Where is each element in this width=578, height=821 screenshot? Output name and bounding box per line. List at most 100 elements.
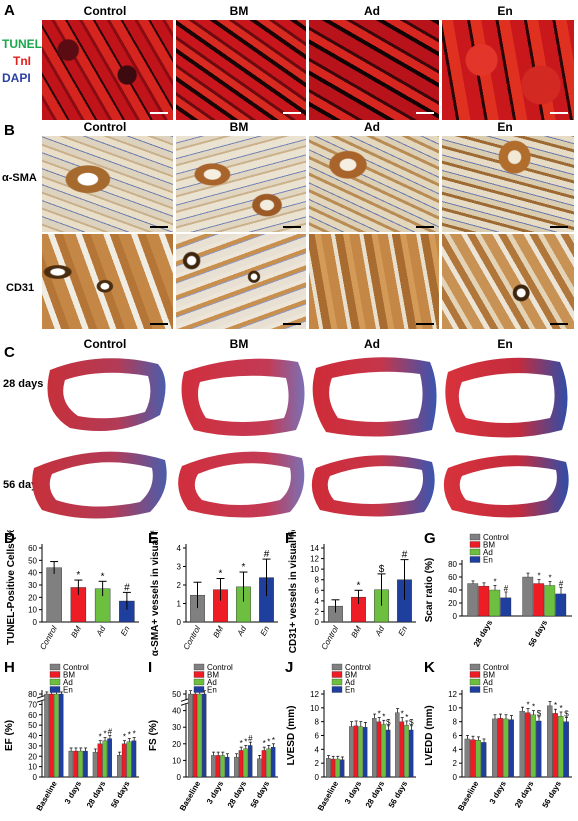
x-tick-label: 28 days bbox=[472, 618, 495, 648]
bar-en bbox=[408, 729, 414, 778]
bar-ad bbox=[197, 693, 202, 778]
legend-dapi: DAPI bbox=[2, 71, 31, 85]
bar-ad bbox=[381, 724, 386, 778]
x-tick-label: BM bbox=[211, 624, 225, 639]
significance-marker: * bbox=[240, 739, 243, 748]
bar-control bbox=[92, 751, 98, 778]
x-tick-label: 3 days bbox=[63, 779, 84, 806]
y-tick-label: 10 bbox=[172, 756, 181, 765]
row-label-sma: α-SMA bbox=[2, 172, 37, 184]
col-title-bm: BM bbox=[229, 4, 249, 18]
legend-label-control: Control bbox=[207, 663, 233, 672]
legend-swatch-bm bbox=[193, 671, 205, 678]
panel-letter-e: E bbox=[148, 530, 159, 547]
x-tick-label: En bbox=[259, 624, 272, 637]
bar-ad bbox=[404, 724, 409, 778]
legend-label-bm: BM bbox=[207, 671, 219, 680]
y-axis-label: LVEDD (mm) bbox=[424, 705, 435, 765]
significance-marker: * bbox=[219, 569, 223, 580]
trichrome-ad-56 bbox=[311, 455, 435, 517]
significance-marker: * bbox=[378, 710, 381, 719]
trichrome-control-56 bbox=[32, 451, 167, 519]
legend-swatch-control bbox=[331, 663, 343, 671]
y-tick-label: 2 bbox=[315, 607, 320, 616]
bar-en bbox=[481, 742, 487, 778]
c-col-title-ad: Ad bbox=[364, 337, 380, 351]
significance-marker: * bbox=[554, 701, 557, 710]
y-tick-label: 50 bbox=[28, 721, 37, 730]
bar-bm bbox=[261, 750, 267, 778]
x-tick-label: 56 days bbox=[541, 779, 564, 809]
bar-control bbox=[464, 738, 470, 778]
x-tick-label: 56 days bbox=[527, 618, 550, 648]
panel-letter-b: B bbox=[4, 122, 15, 139]
y-tick-label: 12 bbox=[310, 555, 319, 564]
axis-break-gap bbox=[182, 699, 190, 705]
y-axis-label: FS (%) bbox=[148, 720, 159, 751]
row-label-28-days: 28 days bbox=[3, 378, 44, 390]
chart-d: TUNEL-Positive Cells (%) 0 10 20 30 40 50 60 Con… bbox=[6, 530, 139, 651]
scale-bar-b5 bbox=[150, 323, 168, 325]
legend-swatch-control bbox=[49, 663, 61, 671]
bar-ad bbox=[358, 726, 363, 778]
legend-swatch-control bbox=[193, 663, 205, 671]
legend-label-bm: BM bbox=[483, 541, 495, 550]
bar-en bbox=[536, 720, 542, 778]
bar-bm bbox=[497, 718, 503, 778]
bar-en bbox=[508, 719, 514, 778]
bar-bm bbox=[238, 750, 244, 778]
legend-swatch-en bbox=[469, 556, 481, 563]
bar-en bbox=[270, 746, 276, 778]
masson-trichrome-images bbox=[32, 357, 569, 519]
y-axis-label: CD31+ vessels in visual field bbox=[288, 530, 299, 653]
bar-control bbox=[234, 756, 239, 778]
panel-letter-g: G bbox=[424, 530, 436, 547]
x-tick-label: 28 days bbox=[85, 779, 108, 809]
bar-en bbox=[83, 750, 88, 778]
y-tick-label: 10 bbox=[448, 704, 457, 713]
bar-en bbox=[224, 756, 230, 778]
bar-ad bbox=[53, 693, 59, 778]
y-tick-label: 8 bbox=[315, 576, 320, 585]
legend-label-en: En bbox=[63, 686, 73, 695]
x-tick-label: Ad bbox=[235, 624, 248, 638]
bar-control bbox=[257, 758, 262, 778]
y-axis-label: EF (%) bbox=[4, 720, 15, 751]
trichrome-en-28 bbox=[445, 357, 568, 438]
bar-en bbox=[500, 597, 512, 617]
bar-control bbox=[372, 718, 377, 778]
legend-label-bm: BM bbox=[345, 671, 357, 680]
scale-bar-b3 bbox=[416, 226, 434, 228]
y-tick-label: 30 bbox=[172, 723, 181, 732]
significance-marker: * bbox=[103, 730, 106, 739]
y-tick-label: 40 bbox=[172, 707, 181, 716]
legend-swatch-ad bbox=[331, 678, 343, 686]
significance-marker: # bbox=[264, 549, 270, 560]
legend-label-ad: Ad bbox=[483, 678, 493, 687]
y-tick-label: 0 bbox=[315, 773, 320, 782]
significance-marker: * bbox=[526, 701, 529, 710]
y-tick-label: 6 bbox=[315, 586, 320, 595]
y-tick-label: 20 bbox=[172, 740, 181, 749]
significance-marker: * bbox=[101, 571, 105, 582]
bar-bm bbox=[49, 693, 54, 778]
x-tick-label: 56 days bbox=[387, 779, 410, 809]
significance-marker: * bbox=[548, 574, 551, 583]
y-axis-label: TUNEL-Positive Cells (%) bbox=[6, 530, 17, 645]
bar-en bbox=[362, 727, 368, 778]
bar-ad bbox=[266, 748, 271, 778]
x-tick-label: 28 days bbox=[364, 779, 387, 809]
x-tick-label: Baseline bbox=[456, 779, 481, 812]
fluorescence-image-control bbox=[42, 20, 173, 120]
legend-swatch-en bbox=[49, 686, 61, 693]
bar-control bbox=[395, 712, 400, 778]
y-tick-label: 0 bbox=[33, 618, 38, 627]
stain-legend: TUNEL TnI DAPI bbox=[2, 36, 42, 87]
legend-swatch-en bbox=[331, 686, 343, 693]
x-tick-label: 56 days bbox=[109, 779, 132, 809]
axis-break-gap bbox=[38, 696, 46, 702]
y-tick-label: 30 bbox=[28, 581, 37, 590]
panel-letter-d: D bbox=[4, 530, 15, 547]
